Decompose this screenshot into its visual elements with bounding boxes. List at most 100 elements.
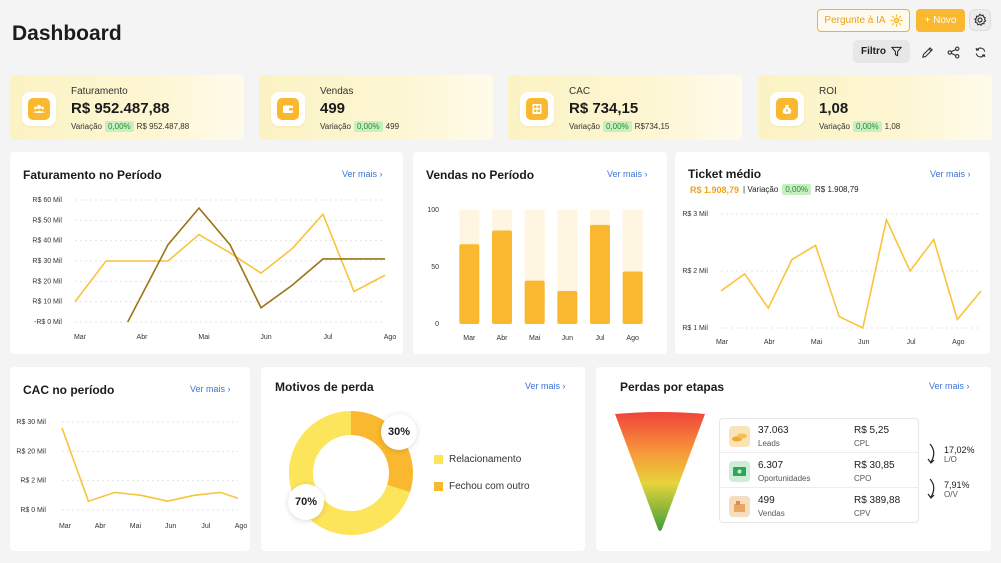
- x-tick-label: Ago: [952, 339, 965, 346]
- kpi-value: 499: [320, 100, 346, 117]
- variation-label: | Variação: [743, 185, 779, 194]
- series-line: [61, 427, 239, 503]
- funnel-graphic: [615, 412, 705, 531]
- x-tick-label: Abr: [95, 523, 107, 530]
- refresh-icon: [975, 47, 985, 57]
- funnel-table: 37.063 Leads R$ 5,25 CPL 6.307 Oportunid…: [719, 418, 919, 523]
- bar: [590, 224, 610, 324]
- variation-badge: 0,00%: [353, 121, 383, 132]
- funnel-row: 6.307 Oportunidades R$ 30,85 CPO: [720, 454, 918, 488]
- y-tick-label: R$ 30 Mil: [32, 258, 62, 265]
- edit-button[interactable]: [916, 41, 938, 63]
- legend-swatch: [434, 455, 443, 464]
- x-tick-label: Jun: [562, 335, 573, 342]
- settings-button[interactable]: [969, 9, 991, 31]
- y-tick-label: R$ 0 Mil: [20, 507, 46, 514]
- y-tick-label: R$ 30 Mil: [16, 419, 46, 426]
- x-tick-label: Jul: [324, 334, 333, 341]
- variation-label: Variação: [819, 122, 850, 131]
- ver-mais-link[interactable]: Ver mais ›: [342, 169, 383, 179]
- x-tick-label: Abr: [764, 339, 776, 346]
- funnel-label: Vendas: [758, 509, 785, 518]
- variation-label: Variação: [71, 122, 102, 131]
- money-bag-icon: [782, 105, 792, 114]
- y-tick-label: R$ 10 Mil: [32, 299, 62, 306]
- x-tick-label: Jul: [596, 335, 605, 342]
- ver-mais-link[interactable]: Ver mais ›: [190, 384, 231, 394]
- coins-icon: [729, 426, 750, 447]
- wallet-icon: [283, 105, 293, 113]
- kpi-card-cac: CAC R$ 734,15 Variação 0,00% R$734,15: [508, 75, 742, 140]
- new-button[interactable]: + Novo: [916, 9, 965, 32]
- panel-title: Faturamento no Período: [23, 168, 162, 182]
- ver-mais-link[interactable]: Ver mais ›: [525, 381, 566, 391]
- funnel-cost-label: CPL: [854, 439, 870, 448]
- funnel-cost: R$ 389,88: [854, 495, 901, 506]
- x-tick-label: Jul: [907, 339, 916, 346]
- x-tick-label: Mai: [811, 339, 823, 346]
- pencil-icon: [921, 46, 933, 58]
- ticket-panel: Ticket médio Ver mais › R$ 1.908,79 | Va…: [675, 152, 990, 354]
- page-title: Dashboard: [12, 22, 122, 45]
- cac-panel: CAC no período Ver mais › R$ 30 Mil R$ 20…: [10, 367, 250, 551]
- x-tick-label: Mar: [463, 335, 476, 342]
- ver-mais-link[interactable]: Ver mais ›: [607, 169, 648, 179]
- x-tick-label: Ago: [626, 335, 639, 342]
- variation-badge: 0,00%: [602, 121, 632, 132]
- y-tick-label: R$ 3 Mil: [682, 211, 708, 218]
- conversion-arrow-icon: [927, 443, 935, 464]
- x-tick-label: Mar: [74, 334, 87, 341]
- legend-item: Relacionamento: [434, 454, 521, 465]
- kpi-icon-box: [271, 92, 305, 126]
- ver-mais-link[interactable]: Ver mais ›: [930, 169, 971, 179]
- x-tick-label: Mai: [198, 334, 210, 341]
- variation-badge: 0,00%: [852, 121, 882, 132]
- y-tick-label: 50: [431, 264, 439, 271]
- x-tick-label: Jul: [201, 523, 210, 530]
- y-tick-label: 0: [435, 321, 439, 328]
- x-tick-label: Mai: [130, 523, 142, 530]
- funnel-value: 37.063: [758, 425, 789, 436]
- y-tick-label: R$ 50 Mil: [32, 217, 62, 224]
- funnel-cost-label: CPV: [854, 509, 871, 518]
- funnel-row: 37.063 Leads R$ 5,25 CPL: [720, 419, 918, 453]
- variation-label: Variação: [569, 122, 600, 131]
- y-tick-label: R$ 60 Mil: [32, 197, 62, 204]
- ver-mais-link[interactable]: Ver mais ›: [929, 381, 970, 391]
- y-tick-label: R$ 2 Mil: [682, 268, 708, 275]
- x-tick-label: Abr: [137, 334, 149, 341]
- variation-badge: 0,00%: [782, 184, 812, 195]
- y-tick-label: R$ 2 Mil: [20, 478, 46, 485]
- share-button[interactable]: [942, 41, 964, 63]
- x-tick-label: Mai: [529, 335, 541, 342]
- legend-label: Relacionamento: [449, 454, 522, 465]
- y-tick-label: R$ 1 Mil: [682, 325, 708, 332]
- filter-button[interactable]: Filtro: [853, 40, 910, 63]
- kpi-label: Vendas: [320, 86, 354, 97]
- cac-chart: R$ 30 Mil R$ 20 Mil R$ 2 Mil R$ 0 Mil Mar Abr…: [16, 419, 247, 530]
- kpi-icon-box: [520, 92, 554, 126]
- variation-value: 1,08: [884, 122, 901, 131]
- panel-title: Perdas por etapas: [620, 380, 725, 394]
- refresh-button[interactable]: [969, 41, 991, 63]
- sparkle-icon: [890, 14, 903, 27]
- ask-ai-button[interactable]: Pergunte à IA: [817, 9, 910, 32]
- funnel-label: Leads: [758, 439, 780, 448]
- x-tick-label: Mar: [716, 339, 729, 346]
- series-line: [720, 217, 982, 330]
- x-tick-label: Mar: [59, 523, 72, 530]
- conversion-label: L/O: [944, 455, 957, 464]
- bar: [557, 290, 578, 324]
- y-tick-label: R$ 20 Mil: [16, 448, 46, 455]
- kpi-value: R$ 734,15: [569, 100, 639, 117]
- funnel-cost: R$ 5,25: [854, 425, 890, 436]
- box-icon: [729, 496, 750, 517]
- gear-icon: [974, 13, 987, 26]
- kpi-variation: Variação 0,00% 499: [320, 121, 399, 132]
- filter-icon: [891, 46, 902, 57]
- kpi-card-vendas: Vendas 499 Variação 0,00% 499: [259, 75, 493, 140]
- pct-label-fechou: 30%: [381, 414, 417, 450]
- perdas-panel: Perdas por etapas Ver mais ›: [596, 367, 991, 551]
- filter-label: Filtro: [861, 46, 886, 57]
- kpi-value: R$ 952.487,88: [71, 100, 170, 117]
